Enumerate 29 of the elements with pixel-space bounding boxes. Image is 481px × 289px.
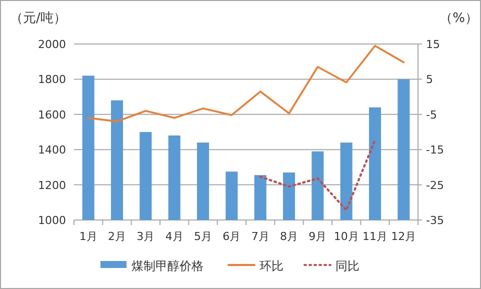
x-tick-label: 1月 <box>79 230 98 243</box>
x-tick-label: 10月 <box>334 230 359 243</box>
y-tick-label: 1200 <box>38 178 66 192</box>
x-tick-label: 9月 <box>308 230 327 243</box>
x-tick-label: 2月 <box>108 230 126 243</box>
x-tick-label: 7月 <box>251 230 270 243</box>
y2-tick-label: 15 <box>426 38 440 51</box>
x-tick-label: 5月 <box>194 230 212 243</box>
y-tick-label: 2000 <box>38 38 66 51</box>
legend-label: 煤制甲醇价格 <box>132 259 204 273</box>
y-tick-label: 1000 <box>38 214 66 227</box>
y2-tick-label: -5 <box>426 108 437 122</box>
x-tick-label: 8月 <box>280 230 298 243</box>
y2-tick-label: -25 <box>426 178 444 192</box>
y2-axis-title: （%） <box>440 11 478 26</box>
x-tick-label: 4月 <box>165 230 184 243</box>
legend-label: 同比 <box>336 259 360 273</box>
x-tick-label: 3月 <box>136 230 155 243</box>
y-tick-label: 1400 <box>38 144 66 157</box>
y-tick-label: 1600 <box>38 108 66 122</box>
y-tick-label: 1800 <box>38 73 66 86</box>
y2-tick-label: -15 <box>426 144 444 157</box>
y2-tick-label: 5 <box>426 73 433 86</box>
x-tick-label: 11月 <box>362 230 388 243</box>
x-tick-label: 12月 <box>391 230 416 243</box>
y-axis-title: （元/吨） <box>10 11 66 26</box>
y2-tick-label: -35 <box>426 214 444 227</box>
legend-label: 环比 <box>260 259 284 273</box>
x-tick-label: 6月 <box>222 230 241 243</box>
